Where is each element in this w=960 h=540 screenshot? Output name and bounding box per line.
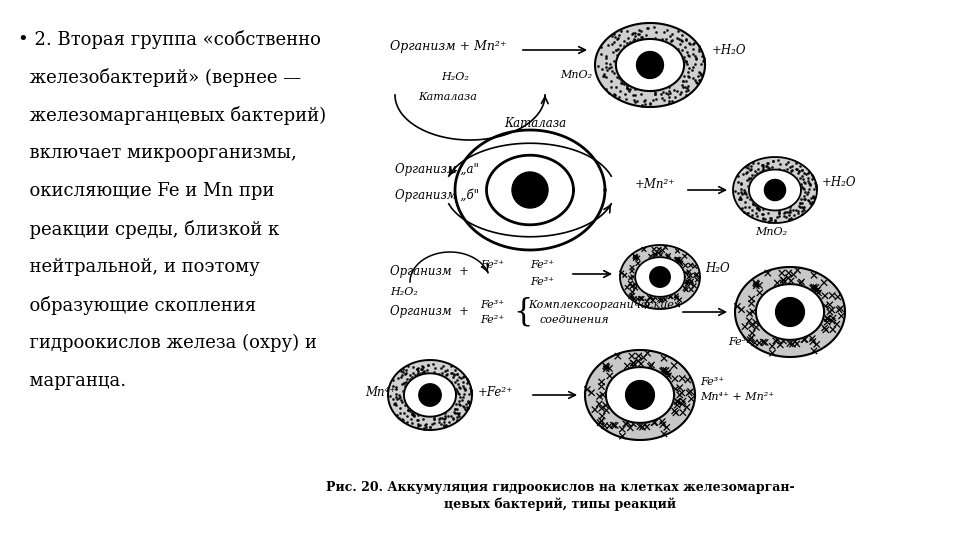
Text: Организм „б": Организм „б" xyxy=(395,188,479,202)
Polygon shape xyxy=(735,267,845,357)
Text: Каталаза: Каталаза xyxy=(419,92,477,102)
Circle shape xyxy=(650,267,670,287)
Text: Fe²⁺: Fe²⁺ xyxy=(480,260,504,270)
Text: цевых бактерий, типы реакций: цевых бактерий, типы реакций xyxy=(444,497,676,511)
Text: марганца.: марганца. xyxy=(18,372,126,390)
Text: H₂O: H₂O xyxy=(705,261,730,274)
Text: {: { xyxy=(513,296,533,327)
Text: H₂O₂: H₂O₂ xyxy=(390,287,418,297)
Text: Рис. 20. Аккумуляция гидроокислов на клетках железомарган-: Рис. 20. Аккумуляция гидроокислов на кле… xyxy=(325,482,794,495)
Polygon shape xyxy=(455,130,605,250)
Text: +Мп²⁺: +Мп²⁺ xyxy=(635,179,676,192)
Text: соединения: соединения xyxy=(540,315,610,325)
Text: H₂O₂: H₂O₂ xyxy=(441,72,468,82)
Text: +Fe²⁺: +Fe²⁺ xyxy=(478,386,514,399)
Text: Fe³⁺: Fe³⁺ xyxy=(480,300,504,310)
Text: гидроокислов железа (охру) и: гидроокислов железа (охру) и xyxy=(18,334,317,352)
Text: Мп⁴⁺: Мп⁴⁺ xyxy=(365,386,396,399)
Polygon shape xyxy=(595,23,705,107)
Text: Мп⁴⁺ + Мп²⁺: Мп⁴⁺ + Мп²⁺ xyxy=(700,392,774,402)
Text: MnO₂: MnO₂ xyxy=(755,227,787,237)
Circle shape xyxy=(419,384,442,406)
Polygon shape xyxy=(388,360,472,430)
Text: Организм  +: Организм + xyxy=(390,266,469,279)
Polygon shape xyxy=(620,245,700,309)
Text: • 2. Вторая группа «собственно: • 2. Вторая группа «собственно xyxy=(18,30,321,49)
Polygon shape xyxy=(636,257,684,297)
Text: железомарганцевых бактерий): железомарганцевых бактерий) xyxy=(18,106,326,125)
Text: +H₂O: +H₂O xyxy=(712,44,747,57)
Text: Fe³⁺: Fe³⁺ xyxy=(728,337,752,347)
Text: включает микроорганизмы,: включает микроорганизмы, xyxy=(18,144,297,162)
Polygon shape xyxy=(487,155,573,225)
Circle shape xyxy=(764,179,785,200)
Circle shape xyxy=(512,172,548,208)
Text: окисляющие Fe и Mn при: окисляющие Fe и Mn при xyxy=(18,182,275,200)
Circle shape xyxy=(636,51,663,78)
Text: Каталаза: Каталаза xyxy=(504,117,566,130)
Polygon shape xyxy=(756,284,824,340)
Circle shape xyxy=(776,298,804,326)
Text: Fe²⁺: Fe²⁺ xyxy=(480,315,504,325)
Polygon shape xyxy=(606,367,674,423)
Text: Fe²⁺: Fe²⁺ xyxy=(530,260,554,270)
Text: Fe³⁺: Fe³⁺ xyxy=(530,277,554,287)
Text: реакции среды, близкой к: реакции среды, близкой к xyxy=(18,220,279,239)
Polygon shape xyxy=(585,350,695,440)
Text: MnO₂: MnO₂ xyxy=(560,70,592,80)
Text: Fe³⁺: Fe³⁺ xyxy=(700,377,724,387)
Text: Организм „а": Организм „а" xyxy=(395,164,479,177)
Circle shape xyxy=(626,381,655,409)
Text: Организм  +: Организм + xyxy=(390,306,469,319)
Polygon shape xyxy=(404,373,456,417)
Text: железобактерий» (вернее —: железобактерий» (вернее — xyxy=(18,68,301,87)
Polygon shape xyxy=(616,39,684,91)
Text: образующие скопления: образующие скопления xyxy=(18,296,256,315)
Polygon shape xyxy=(749,170,801,211)
Text: Организм + Мп²⁺: Организм + Мп²⁺ xyxy=(390,40,507,53)
Text: +H₂O: +H₂O xyxy=(822,176,856,188)
Polygon shape xyxy=(733,157,817,223)
Text: нейтральной, и поэтому: нейтральной, и поэтому xyxy=(18,258,260,276)
Text: Комплексоорганические: Комплексоорганические xyxy=(528,300,674,310)
